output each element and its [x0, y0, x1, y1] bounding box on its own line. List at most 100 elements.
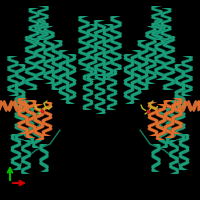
Ellipse shape [146, 68, 148, 71]
Polygon shape [179, 134, 189, 170]
Ellipse shape [183, 86, 184, 89]
Ellipse shape [26, 117, 28, 120]
Ellipse shape [74, 81, 75, 84]
Polygon shape [83, 70, 93, 110]
Ellipse shape [34, 75, 36, 78]
Polygon shape [25, 100, 37, 138]
Polygon shape [34, 20, 46, 80]
Ellipse shape [156, 132, 157, 135]
Ellipse shape [44, 62, 46, 65]
Polygon shape [37, 6, 49, 40]
Ellipse shape [190, 67, 192, 70]
Polygon shape [145, 26, 157, 84]
Ellipse shape [172, 70, 174, 72]
Ellipse shape [26, 70, 28, 72]
Ellipse shape [163, 64, 165, 66]
Ellipse shape [91, 71, 92, 74]
Ellipse shape [164, 117, 165, 120]
Ellipse shape [164, 106, 165, 108]
Ellipse shape [46, 33, 48, 35]
Ellipse shape [95, 21, 97, 24]
Ellipse shape [149, 115, 150, 118]
Ellipse shape [174, 102, 175, 105]
Ellipse shape [152, 33, 154, 35]
Ellipse shape [160, 37, 162, 39]
Ellipse shape [16, 99, 17, 102]
Ellipse shape [53, 85, 54, 88]
Ellipse shape [104, 42, 105, 45]
Ellipse shape [111, 17, 113, 20]
Ellipse shape [154, 27, 156, 30]
Ellipse shape [146, 33, 148, 36]
Ellipse shape [38, 28, 40, 30]
Ellipse shape [19, 166, 20, 168]
Ellipse shape [108, 106, 109, 109]
Ellipse shape [87, 44, 89, 47]
Ellipse shape [30, 9, 31, 11]
Ellipse shape [104, 31, 105, 34]
Ellipse shape [155, 46, 157, 48]
Ellipse shape [132, 95, 133, 98]
Ellipse shape [183, 114, 184, 117]
Polygon shape [174, 96, 186, 140]
Ellipse shape [34, 127, 35, 130]
Ellipse shape [35, 106, 36, 108]
Ellipse shape [176, 97, 177, 100]
Ellipse shape [162, 23, 163, 25]
Ellipse shape [29, 153, 30, 156]
Ellipse shape [32, 138, 33, 142]
Ellipse shape [119, 34, 121, 36]
Ellipse shape [95, 70, 96, 73]
Polygon shape [7, 56, 19, 96]
Ellipse shape [34, 43, 36, 45]
Ellipse shape [172, 130, 174, 132]
Ellipse shape [103, 100, 104, 103]
Ellipse shape [16, 136, 17, 139]
Ellipse shape [115, 71, 116, 74]
Ellipse shape [172, 59, 174, 62]
Ellipse shape [88, 42, 89, 45]
Ellipse shape [60, 54, 61, 57]
Ellipse shape [33, 130, 34, 133]
Ellipse shape [40, 146, 42, 149]
Ellipse shape [88, 65, 89, 67]
Ellipse shape [53, 60, 54, 63]
Ellipse shape [46, 7, 48, 9]
Ellipse shape [96, 95, 97, 98]
Ellipse shape [95, 25, 96, 28]
Ellipse shape [79, 28, 81, 31]
Ellipse shape [158, 146, 160, 149]
Ellipse shape [166, 143, 167, 146]
Polygon shape [166, 100, 176, 144]
Polygon shape [42, 102, 52, 136]
Ellipse shape [53, 48, 54, 51]
Ellipse shape [42, 136, 43, 138]
Ellipse shape [95, 44, 97, 47]
Polygon shape [198, 101, 200, 111]
Polygon shape [86, 24, 98, 80]
Ellipse shape [43, 109, 44, 112]
Ellipse shape [30, 18, 31, 20]
Ellipse shape [139, 79, 140, 82]
Ellipse shape [111, 25, 112, 28]
Ellipse shape [125, 56, 126, 59]
Ellipse shape [111, 28, 113, 31]
Ellipse shape [108, 76, 109, 79]
Polygon shape [58, 50, 70, 100]
Ellipse shape [174, 116, 175, 120]
Ellipse shape [180, 142, 181, 144]
Ellipse shape [164, 86, 166, 89]
Ellipse shape [111, 48, 112, 51]
Ellipse shape [172, 37, 174, 40]
Ellipse shape [163, 27, 165, 30]
Ellipse shape [152, 167, 154, 170]
Ellipse shape [35, 75, 37, 78]
Ellipse shape [60, 52, 61, 55]
Ellipse shape [187, 136, 188, 138]
Ellipse shape [46, 153, 48, 156]
Ellipse shape [162, 41, 163, 43]
Ellipse shape [176, 108, 177, 111]
Ellipse shape [23, 119, 24, 122]
Ellipse shape [176, 66, 177, 69]
Polygon shape [169, 140, 179, 174]
